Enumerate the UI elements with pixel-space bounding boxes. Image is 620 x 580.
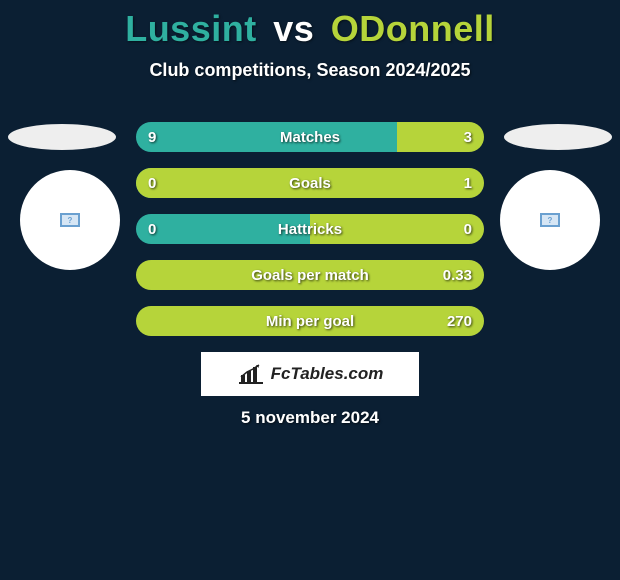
stat-value-left: 0 xyxy=(148,168,156,198)
brand-text: FcTables.com xyxy=(271,364,384,384)
stat-label: Goals per match xyxy=(136,260,484,290)
stat-label: Matches xyxy=(136,122,484,152)
page-title: Lussint vs ODonnell xyxy=(0,0,620,50)
stat-row: Matches9 3 xyxy=(136,122,484,152)
right-ellipse-decor xyxy=(504,124,612,150)
stat-row: Goals0 1 xyxy=(136,168,484,198)
bar-chart-icon xyxy=(237,363,265,385)
subtitle: Club competitions, Season 2024/2025 xyxy=(0,60,620,81)
stat-value-right: 270 xyxy=(447,306,472,336)
stat-value-left: 9 xyxy=(148,122,156,152)
left-ellipse-decor xyxy=(8,124,116,150)
stat-row: Hattricks0 0 xyxy=(136,214,484,244)
club-crest-placeholder-icon: ? xyxy=(60,213,80,227)
stat-value-right: 0.33 xyxy=(443,260,472,290)
stats-container: Matches93Goals01Hattricks00Goals per mat… xyxy=(136,122,484,352)
brand-box: FcTables.com xyxy=(201,352,419,396)
stat-label: Min per goal xyxy=(136,306,484,336)
title-player2: ODonnell xyxy=(331,8,495,49)
stat-label: Goals xyxy=(136,168,484,198)
stat-value-right: 1 xyxy=(464,168,472,198)
title-vs: vs xyxy=(273,8,314,49)
stat-value-right: 0 xyxy=(464,214,472,244)
stat-row: Min per goal270 xyxy=(136,306,484,336)
club-circle-right: ? xyxy=(500,170,600,270)
date-line: 5 november 2024 xyxy=(0,408,620,428)
stat-row: Goals per match0.33 xyxy=(136,260,484,290)
stat-value-left: 0 xyxy=(148,214,156,244)
stat-value-right: 3 xyxy=(464,122,472,152)
stat-label: Hattricks xyxy=(136,214,484,244)
club-crest-placeholder-icon: ? xyxy=(540,213,560,227)
club-circle-left: ? xyxy=(20,170,120,270)
title-player1: Lussint xyxy=(125,8,257,49)
